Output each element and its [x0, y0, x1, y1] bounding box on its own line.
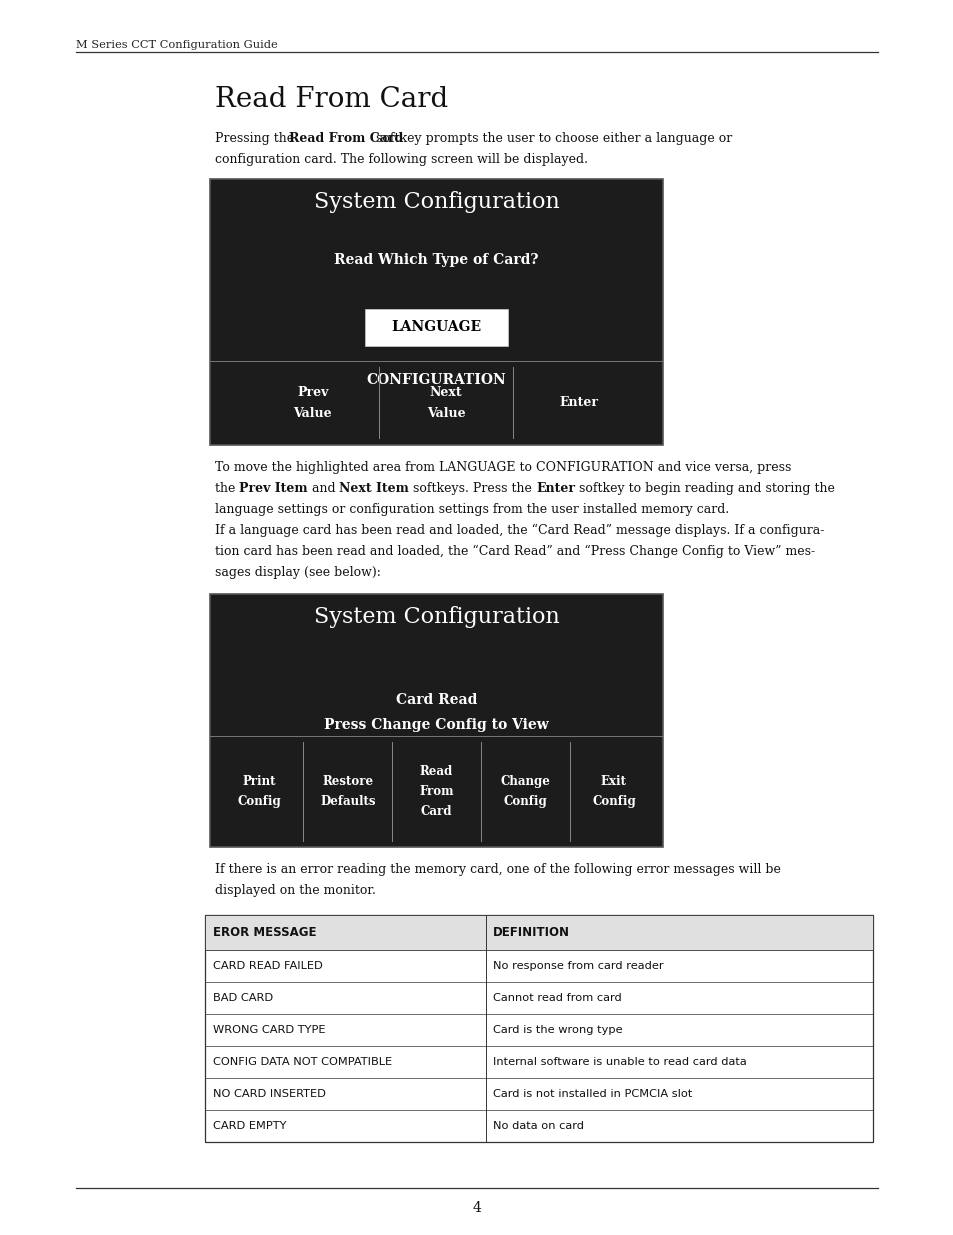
Text: If there is an error reading the memory card, one of the following error message: If there is an error reading the memory …: [214, 863, 780, 877]
Text: Card: Card: [420, 805, 452, 818]
Text: Read From Card: Read From Card: [289, 132, 403, 146]
Text: No response from card reader: No response from card reader: [493, 961, 663, 971]
Text: System Configuration: System Configuration: [314, 606, 558, 629]
Text: displayed on the monitor.: displayed on the monitor.: [214, 884, 375, 898]
Text: Pressing the: Pressing the: [214, 132, 297, 146]
Text: CARD EMPTY: CARD EMPTY: [213, 1121, 286, 1131]
Text: Enter: Enter: [559, 396, 598, 409]
Text: Next Item: Next Item: [339, 482, 409, 495]
Text: language settings or configuration settings from the user installed memory card.: language settings or configuration setti…: [214, 503, 728, 516]
Text: Config: Config: [503, 795, 546, 808]
Text: Card Read: Card Read: [395, 693, 476, 706]
Text: Read: Read: [419, 766, 453, 778]
Text: CARD READ FAILED: CARD READ FAILED: [213, 961, 322, 971]
Text: Config: Config: [592, 795, 635, 808]
Text: softkey prompts the user to choose either a language or: softkey prompts the user to choose eithe…: [372, 132, 732, 146]
Text: M Series CCT Configuration Guide: M Series CCT Configuration Guide: [76, 40, 277, 49]
Text: Internal software is unable to read card data: Internal software is unable to read card…: [493, 1057, 746, 1067]
Text: softkey to begin reading and storing the: softkey to begin reading and storing the: [575, 482, 834, 495]
Text: Value: Value: [294, 406, 332, 420]
Text: Restore: Restore: [322, 776, 373, 788]
FancyBboxPatch shape: [364, 309, 507, 346]
Text: Card is not installed in PCMCIA slot: Card is not installed in PCMCIA slot: [493, 1089, 692, 1099]
Text: CONFIG DATA NOT COMPATIBLE: CONFIG DATA NOT COMPATIBLE: [213, 1057, 392, 1067]
Text: Card is the wrong type: Card is the wrong type: [493, 1025, 622, 1035]
Text: No data on card: No data on card: [493, 1121, 583, 1131]
Text: From: From: [418, 785, 454, 798]
Text: LANGUAGE: LANGUAGE: [391, 320, 481, 335]
Text: Defaults: Defaults: [319, 795, 375, 808]
Text: DEFINITION: DEFINITION: [493, 926, 570, 939]
FancyBboxPatch shape: [205, 915, 872, 950]
Text: softkeys. Press the: softkeys. Press the: [409, 482, 536, 495]
Text: Exit: Exit: [600, 776, 626, 788]
Text: the: the: [214, 482, 239, 495]
FancyBboxPatch shape: [205, 915, 872, 1142]
Text: Value: Value: [426, 406, 465, 420]
Text: System Configuration: System Configuration: [314, 191, 558, 214]
Text: WRONG CARD TYPE: WRONG CARD TYPE: [213, 1025, 325, 1035]
Text: NO CARD INSERTED: NO CARD INSERTED: [213, 1089, 325, 1099]
Text: Read Which Type of Card?: Read Which Type of Card?: [334, 253, 538, 267]
Text: CONFIGURATION: CONFIGURATION: [366, 373, 506, 387]
Text: Config: Config: [237, 795, 280, 808]
Text: and: and: [307, 482, 339, 495]
Text: Next: Next: [429, 385, 462, 399]
Text: sages display (see below):: sages display (see below):: [214, 566, 380, 579]
Text: Read From Card: Read From Card: [214, 86, 447, 114]
Text: Change: Change: [499, 776, 550, 788]
Text: If a language card has been read and loaded, the “Card Read” message displays. I: If a language card has been read and loa…: [214, 524, 823, 537]
Text: BAD CARD: BAD CARD: [213, 993, 273, 1003]
FancyBboxPatch shape: [210, 594, 662, 847]
Text: Print: Print: [242, 776, 275, 788]
Text: Enter: Enter: [536, 482, 575, 495]
Text: Press Change Config to View: Press Change Config to View: [324, 718, 548, 731]
Text: Prev: Prev: [296, 385, 328, 399]
Text: configuration card. The following screen will be displayed.: configuration card. The following screen…: [214, 153, 587, 167]
Text: Prev Item: Prev Item: [239, 482, 307, 495]
FancyBboxPatch shape: [210, 179, 662, 445]
Text: 4: 4: [472, 1200, 481, 1215]
Text: EROR MESSAGE: EROR MESSAGE: [213, 926, 315, 939]
Text: To move the highlighted area from LANGUAGE to CONFIGURATION and vice versa, pres: To move the highlighted area from LANGUA…: [214, 461, 790, 474]
Text: tion card has been read and loaded, the “Card Read” and “Press Change Config to : tion card has been read and loaded, the …: [214, 545, 814, 558]
Text: Cannot read from card: Cannot read from card: [493, 993, 621, 1003]
